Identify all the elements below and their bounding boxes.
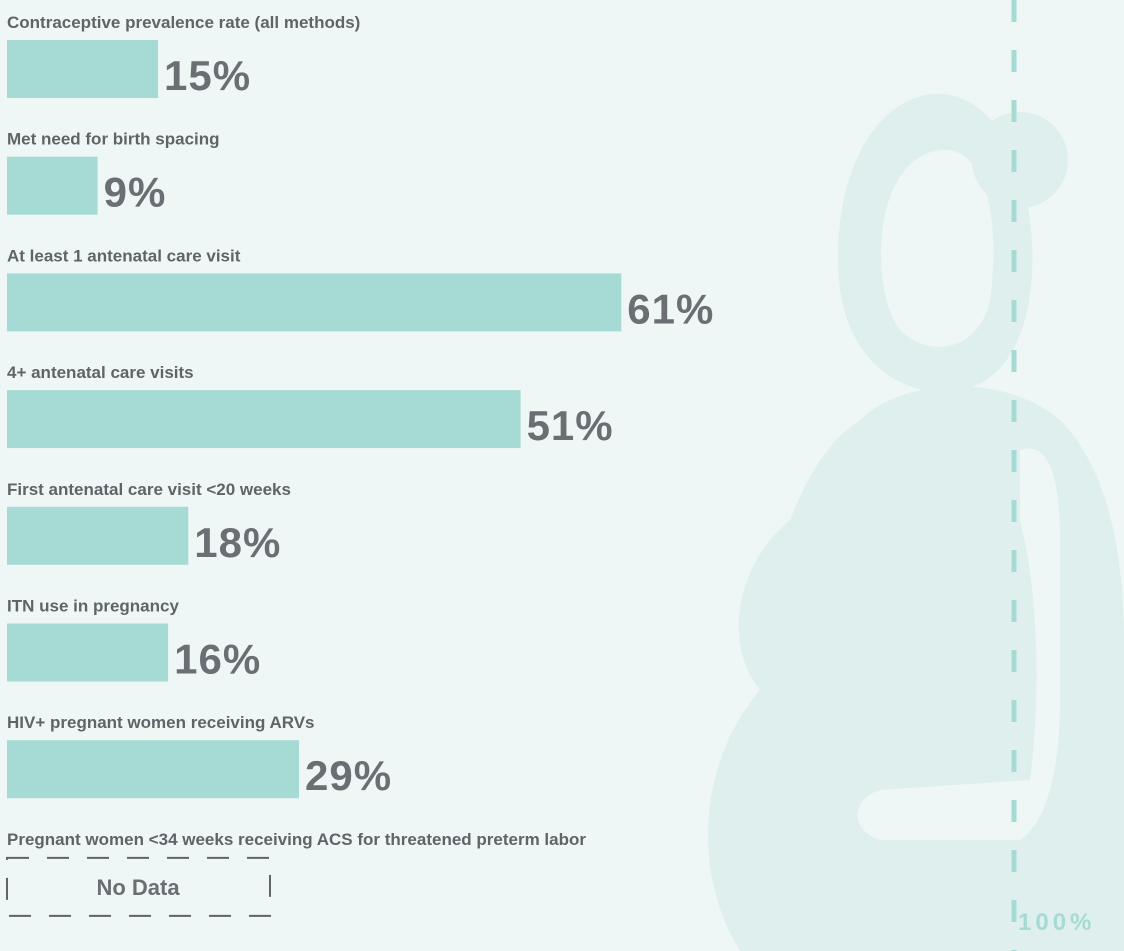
value-label: 9%: [104, 169, 167, 216]
category-label: Pregnant women <34 weeks receiving ACS f…: [7, 830, 586, 849]
value-label: 29%: [305, 752, 392, 799]
bar: [7, 273, 621, 331]
bar: [7, 740, 299, 798]
category-label: Contraceptive prevalence rate (all metho…: [7, 13, 360, 32]
value-label: 61%: [627, 285, 714, 332]
category-label: First antenatal care visit <20 weeks: [7, 480, 291, 499]
category-label: ITN use in pregnancy: [7, 597, 179, 616]
bar: [7, 507, 188, 565]
category-label: 4+ antenatal care visits: [7, 363, 194, 382]
x-tick-label: 100%: [1018, 909, 1095, 936]
value-label: No Data: [96, 875, 180, 900]
bar: [7, 157, 98, 215]
bar: [7, 624, 168, 682]
value-label: 18%: [194, 519, 281, 566]
category-label: At least 1 antenatal care visit: [7, 246, 241, 265]
value-label: 15%: [164, 52, 251, 99]
chart: 100% Contraceptive prevalence rate (all m…: [0, 0, 1124, 951]
bar: [7, 390, 521, 448]
category-label: Met need for birth spacing: [7, 130, 220, 149]
category-label: HIV+ pregnant women receiving ARVs: [7, 713, 315, 732]
value-label: 51%: [527, 402, 614, 449]
bar: [7, 40, 158, 98]
value-label: 16%: [174, 636, 261, 683]
